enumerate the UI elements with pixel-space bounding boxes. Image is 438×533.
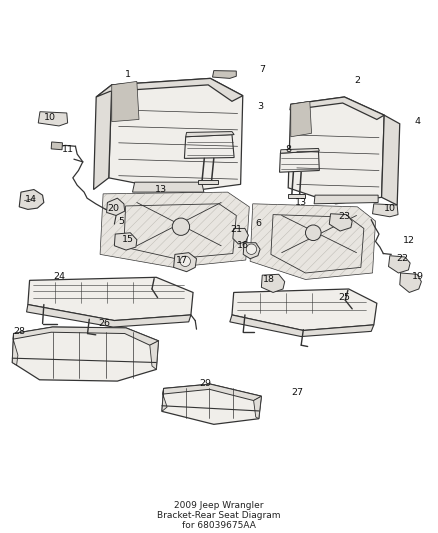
Polygon shape [400,273,421,293]
Text: 5: 5 [119,216,125,225]
Polygon shape [38,112,67,126]
Text: 21: 21 [230,225,242,234]
Polygon shape [28,277,193,320]
Text: 18: 18 [263,275,275,284]
Polygon shape [230,315,374,336]
Polygon shape [133,182,204,192]
Polygon shape [12,334,18,365]
Polygon shape [109,78,243,192]
Polygon shape [106,198,125,215]
Circle shape [180,256,191,266]
Polygon shape [100,192,249,268]
Text: 24: 24 [53,271,65,280]
Polygon shape [372,204,398,217]
Text: 12: 12 [403,236,415,245]
Text: 13: 13 [295,198,307,207]
Polygon shape [212,70,236,78]
Polygon shape [381,115,400,205]
Polygon shape [162,389,167,411]
Polygon shape [291,101,311,137]
Circle shape [172,218,190,236]
Text: 23: 23 [338,212,350,221]
Text: 22: 22 [397,254,409,263]
Polygon shape [184,135,234,158]
Circle shape [246,244,257,254]
Polygon shape [186,132,234,137]
Polygon shape [254,396,261,419]
Text: 27: 27 [291,388,303,397]
Text: 20: 20 [107,204,119,213]
Text: 14: 14 [25,195,37,204]
Polygon shape [288,97,384,204]
Text: 16: 16 [237,241,249,250]
Polygon shape [173,253,197,272]
Circle shape [305,225,321,240]
Text: 13: 13 [155,185,167,194]
Polygon shape [51,142,63,150]
Polygon shape [389,256,410,273]
Text: 10: 10 [44,113,57,122]
Polygon shape [232,289,377,330]
Polygon shape [329,214,352,231]
Polygon shape [162,384,261,424]
Text: 10: 10 [384,204,396,213]
Polygon shape [27,304,191,327]
Text: 25: 25 [339,293,350,302]
Polygon shape [314,195,378,204]
Text: 11: 11 [62,145,74,154]
Polygon shape [288,194,305,198]
Text: 28: 28 [13,327,25,336]
Text: 19: 19 [412,271,424,280]
Polygon shape [250,204,375,279]
Polygon shape [198,180,218,184]
Polygon shape [279,151,319,172]
Polygon shape [280,149,319,153]
Polygon shape [150,341,159,369]
Text: 2: 2 [354,76,360,85]
Text: 29: 29 [199,379,211,388]
Polygon shape [290,97,384,119]
Text: 8: 8 [285,145,291,154]
Text: 2009 Jeep Wrangler
Bracket-Rear Seat Diagram
for 68039675AA: 2009 Jeep Wrangler Bracket-Rear Seat Dia… [157,500,281,530]
Text: 3: 3 [257,102,263,111]
Polygon shape [243,243,260,259]
Polygon shape [163,384,261,401]
Text: 1: 1 [125,70,131,78]
Polygon shape [261,274,285,293]
Polygon shape [112,82,139,122]
Polygon shape [233,229,248,244]
Text: 17: 17 [176,255,188,264]
Polygon shape [13,327,159,345]
Text: 7: 7 [259,65,265,74]
Polygon shape [114,233,137,250]
Polygon shape [19,190,44,209]
Polygon shape [94,85,112,190]
Polygon shape [12,327,159,381]
Text: 26: 26 [99,319,110,328]
Text: 4: 4 [415,117,421,126]
Polygon shape [96,78,243,101]
Text: 6: 6 [255,219,261,228]
Text: 15: 15 [122,235,134,244]
